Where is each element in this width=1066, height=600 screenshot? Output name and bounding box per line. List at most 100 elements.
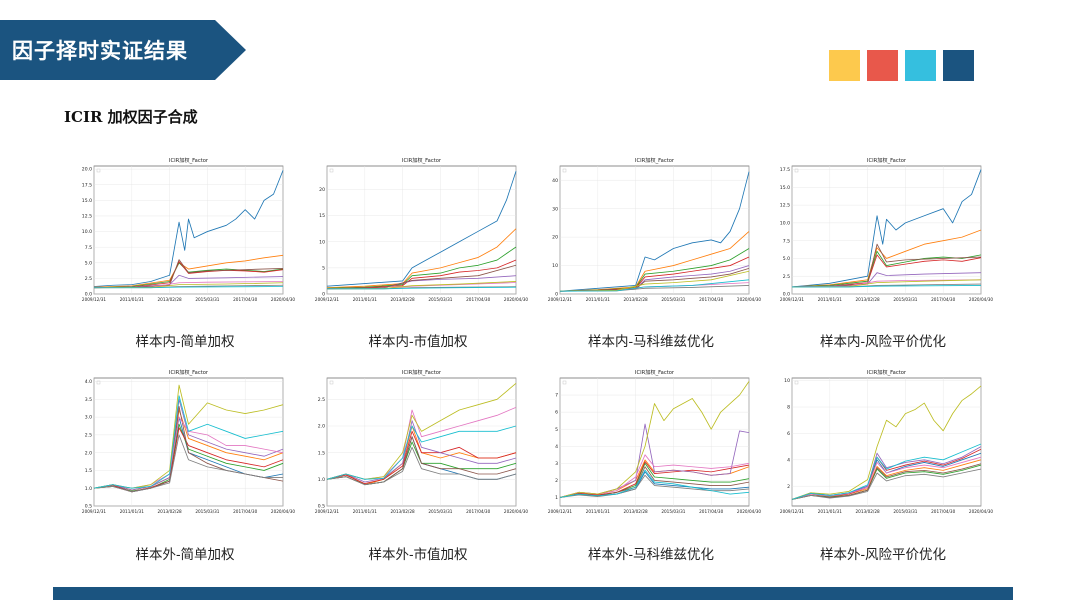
y-tick-label: 0.0 [783,292,790,298]
x-tick-label: 2013/02/28 [856,509,880,514]
line-chart: ICIR加权_Factor 0.5 1.0 1.5 2.0 2.5 2009/12/31 20… [315,368,528,514]
plot-area [559,377,750,507]
series-line [326,259,517,290]
y-tick-label: 8 [787,405,790,411]
series-line [93,254,284,288]
chart-panel: ICIR加权_Factor 0.0 2.5 5.0 7.5 10.0 12.5 15.0 17.… [778,150,994,310]
y-tick-label: 15 [319,213,325,219]
chart-panel: ICIR加权_Factor 2 4 6 8 10 2009/12/31 2011/01/31 2… [778,362,993,522]
color-swatches [829,50,974,81]
line-chart: ICIR加权_Factor 2 4 6 8 10 2009/12/31 2011/01/31 2… [780,368,993,514]
y-tick-label: 7 [555,393,558,399]
y-tick-label: 1.0 [318,477,325,483]
series-line [326,228,517,289]
plot-area [791,165,982,295]
x-tick-label: 2017/04/30 [699,297,723,302]
y-tick-label: 17.5 [780,167,790,173]
x-tick-label: 2009/12/31 [780,509,804,514]
chart-caption: 样本内-市值加权 [368,334,468,350]
chart-title: ICIR加权_Factor [635,156,675,164]
x-tick-label: 2017/04/30 [699,509,723,514]
y-tick-label: 1.5 [318,450,325,456]
y-tick-label: 3.5 [85,397,92,403]
legend-marker [794,168,799,173]
y-tick-label: 0.5 [318,504,325,510]
x-tick-label: 2017/04/30 [931,297,955,302]
chart-caption: 样本外-简单加权 [135,547,235,563]
series-line [326,264,517,290]
series-line [791,468,982,500]
chart-panel: ICIR加权_Factor 0 10 20 30 40 2009/12/31 2011/01/… [546,150,761,310]
y-tick-label: 6 [787,431,790,437]
plot-area [93,165,284,295]
x-tick-label: 2020/04/30 [969,509,993,514]
y-tick-label: 2.0 [85,450,92,456]
legend-marker [329,168,334,173]
y-tick-label: 2.5 [85,276,92,282]
x-tick-label: 2011/01/31 [353,509,377,514]
y-tick-label: 0 [555,292,558,298]
x-tick-label: 2015/03/31 [893,509,917,514]
chart-title: ICIR加权_Factor [635,368,675,376]
y-tick-label: 4 [787,457,790,463]
page-title: 因子择时实证结果 [12,39,188,63]
series-line [791,463,982,500]
series-line [791,385,982,500]
x-tick-label: 2015/03/31 [893,297,917,302]
x-tick-label: 2013/02/28 [158,297,182,302]
x-tick-label: 2009/12/31 [315,509,339,514]
x-tick-label: 2020/04/30 [504,297,528,302]
y-tick-label: 1.5 [85,468,92,474]
chart-title: ICIR加权_Factor [402,156,442,164]
y-tick-label: 6 [555,410,558,416]
x-tick-label: 2020/04/30 [271,297,295,302]
x-tick-label: 2015/03/31 [195,509,219,514]
chart-panel: ICIR加权_Factor 0.5 1.0 1.5 2.0 2.5 2009/12/31 20… [313,362,528,522]
x-tick-label: 2020/04/30 [969,297,993,302]
series-line [326,171,517,287]
chart-caption: 样本外-市值加权 [368,547,468,563]
x-tick-label: 2017/04/30 [931,509,955,514]
series-line [791,464,982,500]
line-chart: ICIR加权_Factor 1 2 3 4 5 6 7 2009/12/31 2011/01/31… [548,368,761,514]
series-line [559,461,750,498]
y-tick-label: 0 [322,292,325,298]
series-line [559,469,750,498]
y-tick-label: 5 [322,265,325,271]
x-tick-label: 2013/02/28 [391,509,415,514]
y-tick-label: 10 [319,239,325,245]
chart-title: ICIR加权_Factor [867,156,907,164]
chart-panel: ICIR加权_Factor 1 2 3 4 5 6 7 2009/12/31 2011/01/31… [546,362,761,522]
x-tick-label: 2015/03/31 [661,297,685,302]
y-tick-label: 7.5 [85,245,92,251]
x-tick-label: 2020/04/30 [504,509,528,514]
chart-panel: ICIR加权_Factor 0.0 2.5 5.0 7.5 10.0 12.5 15.0 17.… [80,150,296,310]
legend-marker [794,380,799,385]
series-line [559,474,750,498]
series-line [791,456,982,500]
y-tick-label: 2.5 [85,432,92,438]
y-tick-label: 2.5 [783,274,790,280]
x-tick-label: 2013/02/28 [624,509,648,514]
x-tick-label: 2013/02/28 [624,297,648,302]
swatch-yellow [829,50,860,81]
series-line [326,446,517,486]
y-tick-label: 2 [555,478,558,484]
x-tick-label: 2013/02/28 [391,297,415,302]
y-tick-label: 10.0 [780,220,790,226]
plot-area [326,165,517,295]
series-line [93,434,283,493]
plot-area [791,377,982,507]
line-chart: ICIR加权_Factor 0 5 10 15 20 2009/12/31 2011/01/3… [315,156,528,302]
x-tick-label: 2017/04/30 [466,509,490,514]
x-tick-label: 2013/02/28 [158,509,182,514]
x-tick-label: 2020/04/30 [271,509,295,514]
series-line [93,170,284,287]
series-line [559,270,750,292]
x-tick-label: 2020/04/30 [737,297,761,302]
y-tick-label: 7.5 [783,238,790,244]
series-line [791,443,982,500]
y-tick-label: 20 [552,235,558,241]
x-tick-label: 2011/01/31 [586,297,610,302]
y-tick-label: 2 [787,484,790,490]
